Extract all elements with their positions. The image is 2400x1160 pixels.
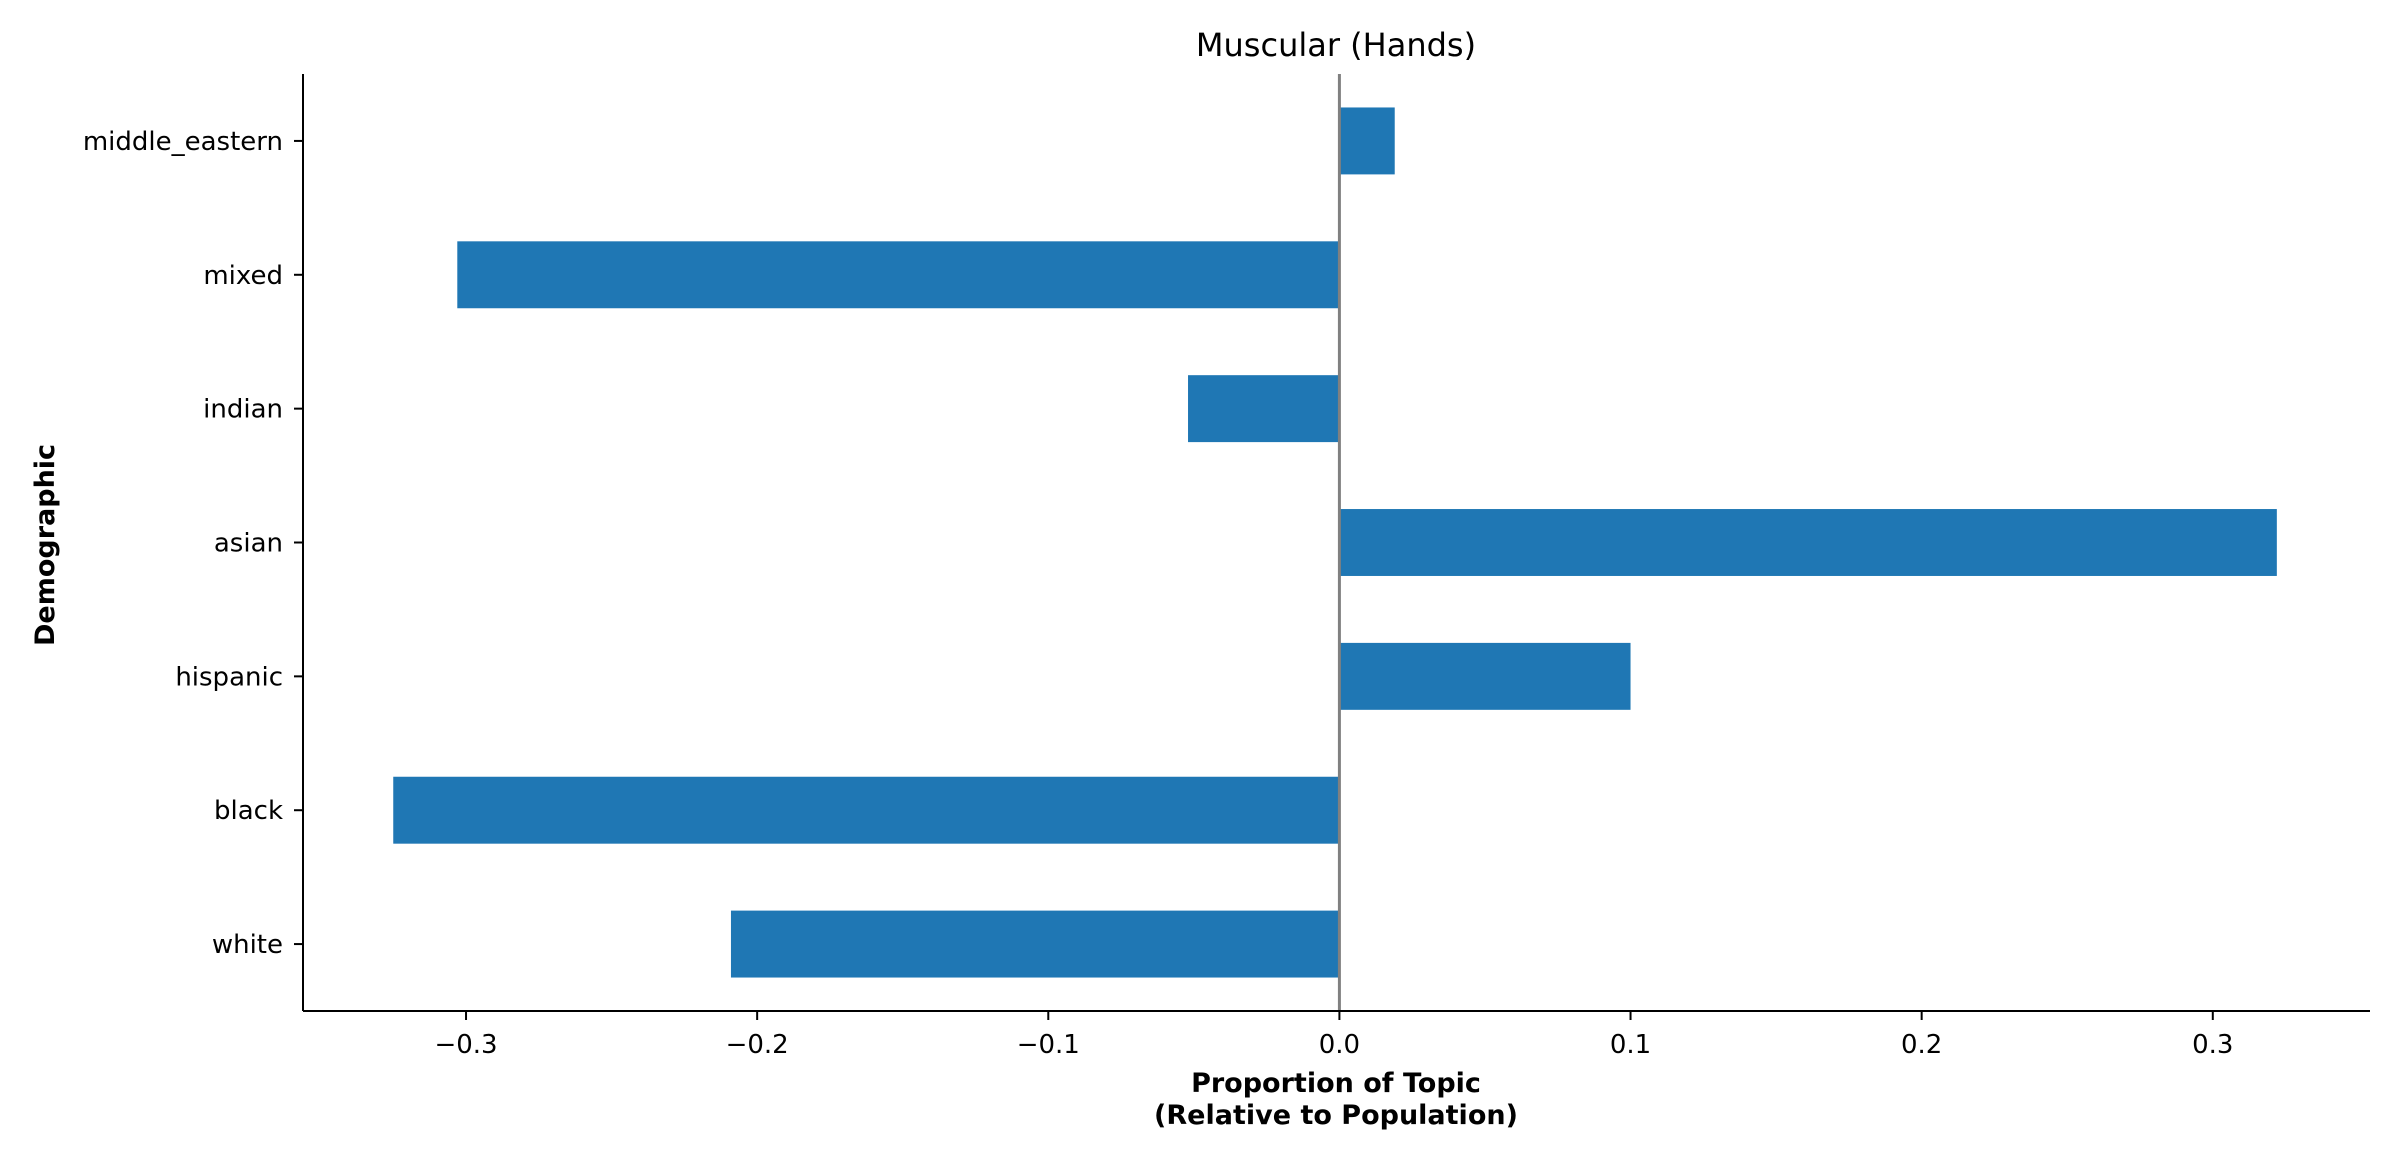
x-tick-label: 0.2 xyxy=(1901,1030,1942,1060)
x-tick-label: 0.3 xyxy=(2192,1030,2233,1060)
x-tick-label: −0.1 xyxy=(1017,1030,1080,1060)
x-axis-label-line-2: (Relative to Population) xyxy=(1154,1100,1518,1131)
bar-mixed xyxy=(457,241,1340,309)
x-tick-label: 0.1 xyxy=(1610,1030,1651,1060)
x-tick-label: −0.3 xyxy=(434,1030,497,1060)
bar-asian xyxy=(1339,509,2277,576)
x-tick-label: −0.2 xyxy=(726,1030,789,1060)
bar-indian xyxy=(1188,375,1340,443)
y-axis-label: Demographic xyxy=(30,444,61,646)
bar-white xyxy=(730,910,1340,978)
y-tick-label-mixed: mixed xyxy=(203,261,283,291)
x-tick-label: 0.0 xyxy=(1319,1030,1360,1060)
y-tick-label-white: white xyxy=(212,930,283,960)
x-axis-label-line-1: Proportion of Topic xyxy=(1191,1068,1481,1099)
y-tick-label-asian: asian xyxy=(214,529,283,559)
y-tick-label-indian: indian xyxy=(203,395,283,425)
bars-layer xyxy=(393,107,2277,978)
chart-title: Muscular (Hands) xyxy=(1196,26,1476,64)
bar-hispanic xyxy=(1339,642,1631,710)
ticks-layer: white black hispanic asian indian mixed middle… xyxy=(83,127,2234,1060)
y-tick-label-black: black xyxy=(214,796,283,826)
bar-black xyxy=(393,776,1340,844)
y-tick-label-hispanic: hispanic xyxy=(175,662,283,692)
y-tick-label-middle_eastern: middle_eastern xyxy=(83,127,283,157)
bar-middle_eastern xyxy=(1339,107,1395,175)
